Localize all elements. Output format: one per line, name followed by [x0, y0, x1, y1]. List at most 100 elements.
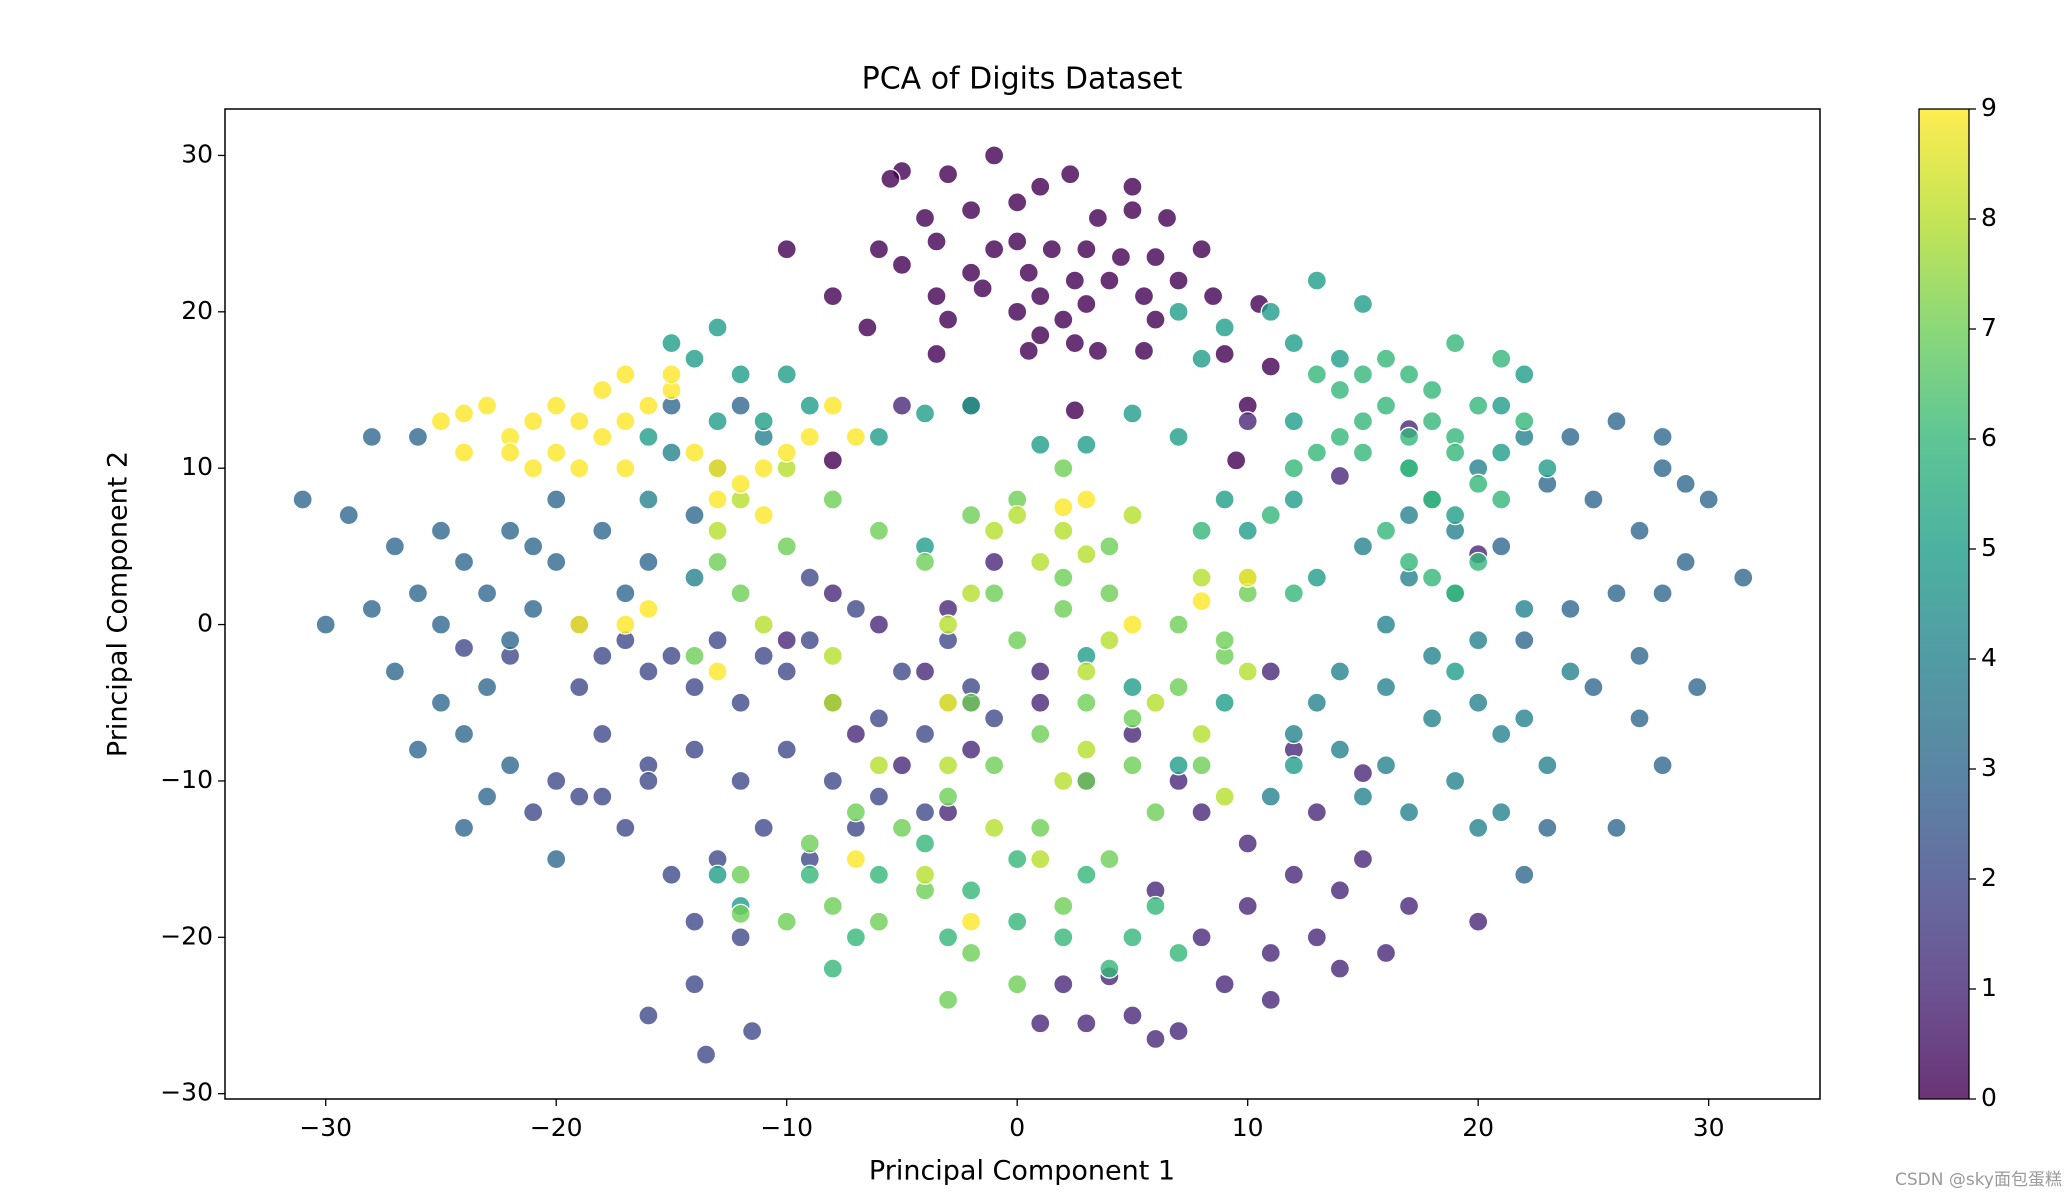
data-point [730, 395, 751, 416]
data-point [1283, 723, 1304, 745]
data-point [1237, 411, 1258, 432]
data-point [1583, 676, 1604, 698]
data-point [753, 614, 774, 635]
y-tick-label: 0 [197, 609, 213, 638]
data-point [615, 583, 636, 604]
data-point [1076, 864, 1097, 885]
data-point [1030, 1013, 1051, 1034]
data-point [1352, 364, 1374, 385]
data-point [1030, 723, 1051, 745]
data-point [730, 903, 751, 925]
x-tick-label: −10 [760, 1113, 813, 1142]
data-point [937, 989, 959, 1011]
data-point [453, 551, 475, 573]
data-point [1145, 309, 1166, 330]
colorbar-tick-label: 0 [1981, 1083, 1997, 1112]
data-point [523, 411, 544, 432]
data-point [822, 583, 843, 604]
data-point [1030, 325, 1051, 346]
data-point [615, 411, 636, 432]
watermark: CSDN @sky面包蛋糕 [1895, 1170, 2062, 1190]
data-point [799, 630, 820, 651]
data-point [361, 426, 382, 448]
data-point [1099, 583, 1120, 604]
data-point [1053, 598, 1074, 620]
data-point [499, 520, 521, 541]
data-point [845, 802, 867, 823]
data-point [453, 637, 475, 659]
data-point [1260, 504, 1281, 526]
data-point [730, 692, 751, 713]
data-point [453, 442, 475, 463]
data-point [1191, 723, 1212, 745]
data-point [1491, 536, 1512, 557]
data-point [1306, 692, 1327, 713]
data-point [1398, 802, 1420, 823]
data-point [592, 786, 613, 807]
data-point [1214, 489, 1235, 510]
data-point [1214, 786, 1235, 807]
data-point [569, 411, 590, 432]
data-point [1099, 958, 1120, 979]
data-point [499, 442, 521, 463]
data-point [1444, 332, 1466, 354]
data-point [1191, 520, 1212, 541]
data-point [1421, 645, 1443, 666]
plot-area [292, 145, 1754, 1065]
data-point [845, 598, 867, 620]
data-point [868, 911, 890, 932]
data-point [569, 458, 590, 479]
data-point [914, 661, 936, 682]
data-point [1514, 630, 1535, 651]
data-point [1145, 895, 1166, 917]
data-point [384, 661, 406, 682]
data-point [1053, 309, 1074, 330]
data-point [1030, 848, 1051, 870]
data-point [914, 833, 936, 854]
data-point [1329, 426, 1351, 448]
data-point [914, 723, 936, 745]
data-point [972, 278, 993, 299]
data-point [1398, 426, 1420, 448]
data-point [1260, 356, 1281, 377]
data-point [430, 692, 452, 713]
data-point [822, 286, 843, 307]
x-tick-label: 30 [1693, 1113, 1725, 1142]
data-point [926, 286, 947, 307]
data-point [1352, 786, 1374, 807]
colorbar-tick-label: 3 [1981, 753, 1997, 782]
data-point [1283, 583, 1304, 604]
data-point [523, 598, 544, 620]
data-point [741, 1020, 763, 1042]
data-point [753, 504, 774, 526]
data-point [1652, 755, 1673, 776]
data-point [1514, 708, 1535, 729]
data-point [1191, 755, 1212, 776]
data-point [1099, 630, 1120, 651]
data-point [914, 207, 936, 229]
data-point [1007, 301, 1028, 322]
data-point [1064, 270, 1085, 291]
data-point [1007, 630, 1028, 651]
data-point [661, 864, 682, 885]
data-point [1237, 567, 1258, 588]
data-point [914, 551, 936, 573]
data-point [407, 426, 429, 448]
data-point [857, 317, 878, 338]
data-point [1398, 364, 1420, 385]
data-point [1444, 583, 1466, 604]
data-point [1375, 395, 1397, 416]
data-point [707, 411, 728, 432]
data-point [1629, 520, 1650, 541]
data-point [1018, 340, 1039, 362]
data-point [1122, 676, 1143, 698]
data-point [1122, 755, 1143, 776]
data-point [638, 1005, 659, 1026]
data-point [937, 614, 959, 635]
data-point [1283, 864, 1304, 885]
data-point [1306, 270, 1327, 291]
chart-title: PCA of Digits Dataset [862, 62, 1183, 97]
data-point [523, 802, 544, 823]
data-point [1122, 708, 1143, 729]
data-point [799, 395, 820, 416]
